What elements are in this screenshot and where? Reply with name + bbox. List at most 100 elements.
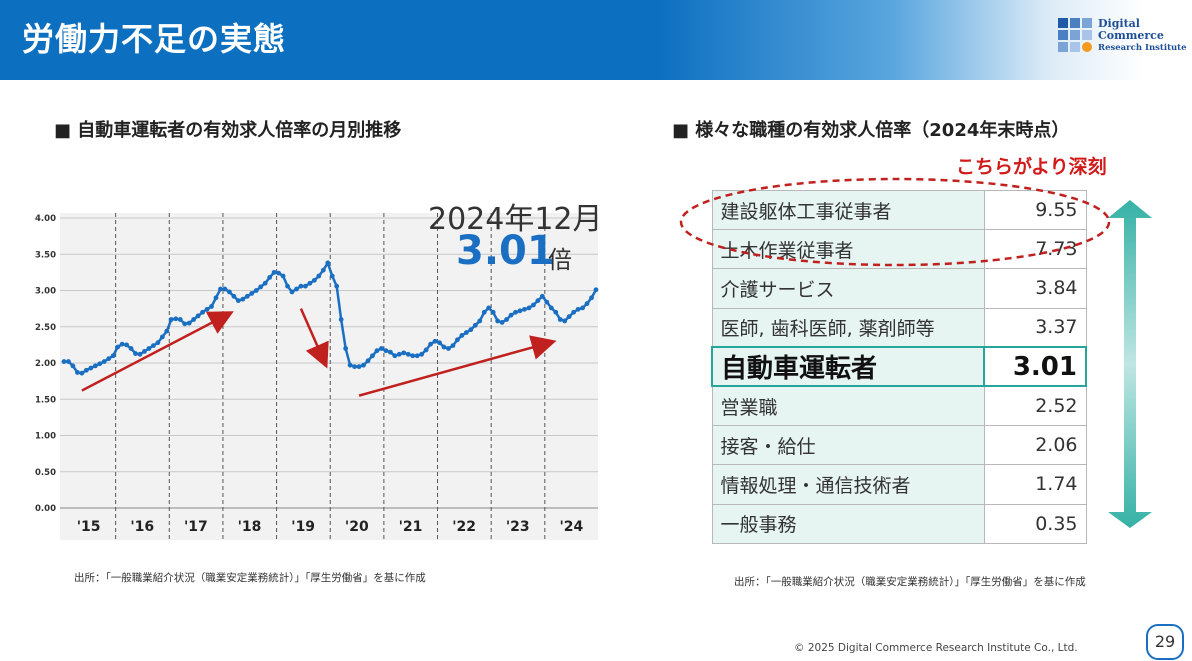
data-point: [200, 309, 205, 315]
data-point: [325, 260, 331, 266]
data-point: [370, 353, 375, 359]
job-ratio: 0.35: [983, 503, 1087, 544]
data-point: [70, 363, 76, 369]
data-point: [249, 291, 255, 296]
data-point: [392, 353, 398, 359]
data-point: [562, 318, 568, 324]
table-row: 医師, 歯科医師, 薬剤師等 3.37: [711, 307, 1087, 348]
job-ratio: 9.55: [983, 189, 1087, 231]
x-tick-label: '19: [291, 519, 315, 535]
table-row: 一般事務 0.35: [711, 503, 1087, 544]
data-point: [584, 301, 590, 306]
data-point: [262, 280, 268, 286]
trend-arrow-icon: [299, 308, 329, 369]
data-point: [222, 286, 228, 292]
y-tick-label: 0.00: [35, 504, 56, 514]
x-tick-label: '23: [506, 519, 530, 535]
data-point: [258, 284, 264, 290]
data-point: [110, 353, 116, 359]
job-name: 医師, 歯科医師, 薬剤師等: [711, 307, 985, 348]
data-point: [387, 349, 393, 355]
x-tick-label: '20: [345, 519, 369, 535]
severity-note: こちらがより深刻: [956, 156, 1107, 178]
job-name: 一般事務: [711, 503, 985, 544]
data-point: [83, 367, 89, 373]
right-source-note: 出所：「一般職業紹介状況（職業安定業務統計）」「厚生労働省」を基に作成: [734, 576, 1086, 588]
y-tick-label: 2.00: [35, 359, 56, 369]
data-point: [352, 364, 357, 370]
data-point: [227, 289, 232, 295]
data-point: [490, 309, 496, 315]
data-point: [522, 306, 527, 312]
data-point: [218, 286, 223, 292]
y-tick-label: 3.00: [35, 287, 56, 297]
data-point: [61, 359, 67, 364]
data-point: [303, 283, 308, 289]
data-point: [544, 299, 550, 305]
job-ratio: 1.74: [983, 464, 1087, 505]
job-ratio: 3.01: [983, 346, 1087, 388]
data-point: [285, 283, 290, 289]
data-point: [414, 353, 420, 359]
data-point: [235, 298, 241, 304]
data-point: [213, 295, 219, 301]
data-point: [97, 361, 103, 367]
data-point: [432, 338, 438, 344]
data-point: [186, 320, 192, 326]
trend-arrow-icon: [81, 311, 234, 392]
data-point: [526, 305, 532, 311]
data-point: [571, 309, 577, 315]
x-tick-label: '16: [130, 519, 154, 535]
data-point: [142, 349, 147, 354]
data-point: [499, 320, 505, 325]
job-ratio: 2.52: [983, 385, 1087, 427]
data-point: [133, 351, 138, 356]
job-ratio: 7.73: [983, 229, 1087, 270]
data-point: [566, 314, 572, 319]
data-point: [589, 295, 594, 301]
data-point: [280, 273, 286, 279]
data-point: [383, 348, 389, 354]
logo-line1: Digital: [1098, 17, 1140, 30]
page-number: 29: [1146, 624, 1184, 660]
data-point: [455, 337, 460, 343]
data-point: [173, 316, 179, 322]
callout-date: 2024年12月: [428, 202, 603, 237]
data-point: [168, 317, 174, 322]
y-tick-label: 2.50: [35, 323, 56, 333]
data-point: [267, 275, 273, 280]
table-annotations: [679, 177, 1152, 528]
x-tick-label: '18: [238, 519, 262, 535]
data-point: [311, 277, 317, 283]
data-point: [495, 318, 501, 324]
data-point: [410, 353, 416, 359]
data-point: [289, 289, 295, 295]
data-point: [446, 346, 451, 351]
job-name: 営業職: [711, 385, 985, 427]
data-point: [253, 288, 259, 293]
x-tick-label: '22: [452, 519, 476, 535]
trend-arrow-icon: [358, 335, 557, 397]
job-ratio-table: 建設躯体工事従事者 9.55 土木作業従事者 7.73 介護サービス 3.84 医師, 歯科…: [710, 189, 1087, 544]
double-arrow-icon: [1108, 200, 1152, 528]
data-point: [517, 308, 523, 314]
data-point: [343, 346, 349, 351]
data-point: [204, 306, 210, 312]
data-point: [244, 293, 250, 299]
copyright: © 2025 Digital Commerce Research Institu…: [794, 642, 1078, 654]
data-point: [459, 333, 465, 338]
data-point: [575, 306, 581, 312]
line-chart: 0.00 0.50 1.00 1.50 2.00 2.50 3.00 3.50 4.00 '15…: [35, 213, 599, 540]
data-point: [137, 351, 143, 357]
data-point: [271, 269, 277, 275]
job-name: 建設躯体工事従事者: [711, 189, 985, 231]
data-point: [437, 340, 442, 346]
data-point: [450, 343, 456, 348]
data-point: [182, 321, 188, 327]
job-name: 土木作業従事者: [711, 229, 985, 270]
table-row: 自動車運転者 3.01: [710, 346, 1087, 388]
data-point: [428, 341, 433, 347]
data-point: [329, 273, 335, 279]
data-point: [401, 350, 407, 356]
data-point: [396, 351, 402, 357]
